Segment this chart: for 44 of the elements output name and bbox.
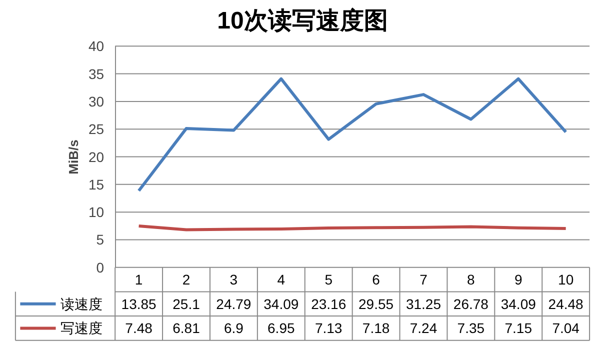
x-tick-label: 6 xyxy=(372,272,380,288)
data-label: 6.81 xyxy=(172,320,200,336)
data-label: 25.1 xyxy=(172,296,200,312)
y-tick-label: 10 xyxy=(88,204,104,220)
data-label: 29.55 xyxy=(358,296,394,312)
line-series xyxy=(137,77,568,192)
data-label: 34.09 xyxy=(264,296,299,312)
data-label: 26.78 xyxy=(453,296,489,312)
x-tick-label: 7 xyxy=(420,272,428,288)
data-label: 6.95 xyxy=(268,320,295,336)
y-tick-label: 30 xyxy=(88,93,104,110)
x-tick-label: 9 xyxy=(514,272,522,288)
x-tick-label: 8 xyxy=(467,272,476,288)
x-tick-label: 4 xyxy=(277,272,286,288)
x-tick-label: 2 xyxy=(182,272,190,288)
legend-label: 写速度 xyxy=(60,320,103,336)
data-label: 31.25 xyxy=(406,296,442,312)
data-label: 7.04 xyxy=(552,320,580,336)
y-tick-label: 35 xyxy=(88,66,104,82)
x-tick-label: 1 xyxy=(134,272,143,288)
legend-label: 读速度 xyxy=(60,296,103,312)
data-label: 13.85 xyxy=(121,296,157,312)
y-tick-label: 5 xyxy=(96,232,104,248)
x-tick-label: 10 xyxy=(558,272,574,288)
data-label: 6.9 xyxy=(224,320,244,336)
data-label: 24.48 xyxy=(548,296,584,312)
y-tick-label: 15 xyxy=(88,176,104,192)
y-tick-label: 40 xyxy=(88,38,104,54)
y-tick-label: 25 xyxy=(88,121,104,138)
y-tick-label: 20 xyxy=(88,148,104,165)
y-tick-label: 0 xyxy=(96,259,104,276)
data-label: 7.35 xyxy=(457,320,485,336)
x-tick-label: 3 xyxy=(230,272,238,288)
x-tick-label: 5 xyxy=(324,272,333,288)
data-label: 7.15 xyxy=(504,320,532,336)
data-label: 23.16 xyxy=(311,296,346,312)
y-axis-title: MiB/s xyxy=(66,140,81,174)
data-label: 24.79 xyxy=(216,296,252,312)
data-label: 7.24 xyxy=(410,320,438,336)
chart-title: 10次读写速度图 xyxy=(217,8,388,34)
data-label: 7.13 xyxy=(314,320,342,336)
data-label: 7.18 xyxy=(362,320,390,336)
data-label: 34.09 xyxy=(500,296,536,312)
data-label: 7.48 xyxy=(125,320,153,336)
